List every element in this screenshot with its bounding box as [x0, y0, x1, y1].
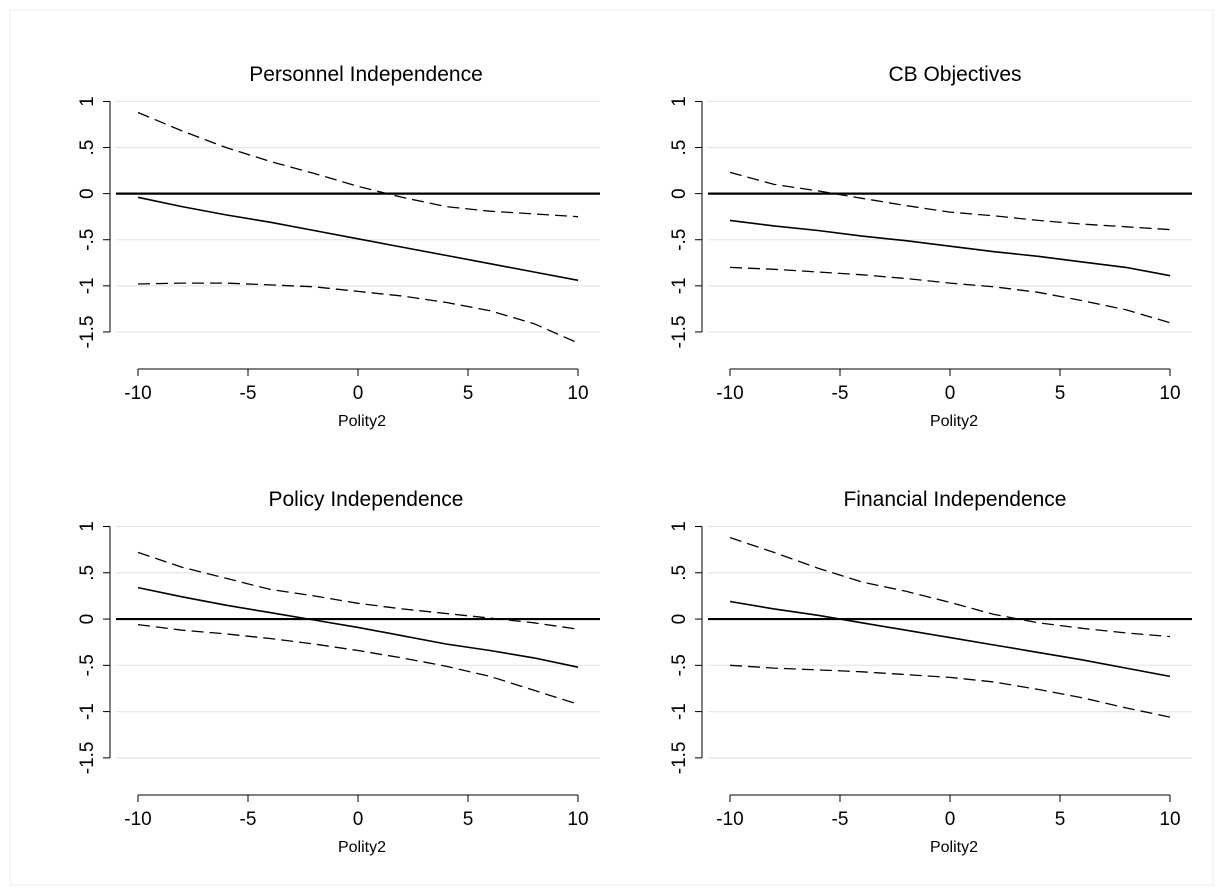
- x-tick-label: -10: [716, 383, 743, 404]
- y-tick-label: -1.5: [77, 741, 98, 774]
- panel-title: Financial Independence: [843, 488, 1066, 511]
- x-axis-label: Polity2: [930, 839, 978, 856]
- x-tick-label: -10: [124, 809, 151, 830]
- y-tick-label: -1.5: [77, 316, 98, 349]
- panel-title: CB Objectives: [888, 63, 1021, 86]
- x-tick-label: 5: [1055, 383, 1066, 404]
- estimate-line: [137, 196, 579, 282]
- panel-title: Personnel Independence: [249, 63, 483, 86]
- x-axis-label: Polity2: [930, 413, 978, 430]
- y-tick-label: -.5: [669, 654, 690, 676]
- y-tick-label: 0: [669, 188, 690, 199]
- y-tick-label: .5: [669, 140, 690, 156]
- y-tick-label: -.5: [669, 229, 690, 251]
- estimate-line: [137, 586, 579, 668]
- upper-ci-line: [137, 111, 579, 218]
- x-tick-label: -5: [832, 383, 849, 404]
- x-tick-label: 10: [1159, 383, 1180, 404]
- x-tick-label: 5: [463, 383, 474, 404]
- panel-personnel-independence: Personnel Independence Polity2 1 .5 0 -.5 -1…: [77, 63, 600, 430]
- y-tick-label: -.5: [77, 229, 98, 251]
- y-tick-label: -1.5: [669, 741, 690, 774]
- upper-ci-line: [137, 551, 579, 630]
- upper-ci-line: [729, 171, 1171, 231]
- x-tick-label: 10: [1159, 809, 1180, 830]
- x-tick-label: 0: [353, 809, 364, 830]
- y-tick-label: -1: [669, 703, 690, 720]
- upper-ci-line: [729, 536, 1171, 638]
- y-tick-label: 1: [77, 521, 98, 532]
- panel-policy-independence: Policy Independence Polity2 1 .5 0 -.5 -1 -1.…: [77, 488, 600, 856]
- y-tick-label: 0: [77, 188, 98, 199]
- lower-ci-line: [729, 664, 1171, 718]
- x-axis-label: Polity2: [338, 839, 386, 856]
- x-tick-label: -10: [124, 383, 151, 404]
- x-tick-label: 10: [567, 383, 588, 404]
- panel-financial-independence: Financial Independence Polity2 1 .5 0 -.5 -1…: [669, 488, 1192, 856]
- panel-cb-objectives: CB Objectives Polity2 1 .5 0 -.5 -1 -1.5 -10 -5…: [669, 63, 1192, 430]
- y-tick-label: .5: [77, 140, 98, 156]
- y-tick-label: -1.5: [669, 316, 690, 349]
- x-tick-label: -5: [240, 809, 257, 830]
- y-tick-label: -1: [77, 277, 98, 294]
- y-tick-label: 1: [669, 521, 690, 532]
- y-tick-label: 0: [77, 614, 98, 625]
- estimate-line: [729, 600, 1171, 678]
- lower-ci-line: [137, 282, 579, 344]
- panel-title: Policy Independence: [269, 488, 464, 511]
- x-tick-label: 5: [1055, 809, 1066, 830]
- x-tick-label: 0: [353, 383, 364, 404]
- y-tick-label: .5: [77, 565, 98, 581]
- estimate-line: [729, 219, 1171, 277]
- x-tick-label: -5: [832, 809, 849, 830]
- y-tick-label: -.5: [77, 654, 98, 676]
- y-tick-label: 0: [669, 614, 690, 625]
- figure-frame: [9, 9, 1214, 886]
- x-tick-label: 10: [567, 809, 588, 830]
- x-tick-label: -10: [716, 809, 743, 830]
- x-tick-label: 0: [945, 809, 956, 830]
- y-tick-label: 1: [77, 96, 98, 107]
- y-tick-label: .5: [669, 565, 690, 581]
- x-tick-label: 0: [945, 383, 956, 404]
- lower-ci-line: [137, 623, 579, 705]
- x-axis-label: Polity2: [338, 413, 386, 430]
- x-tick-label: -5: [240, 383, 257, 404]
- y-tick-label: -1: [669, 277, 690, 294]
- y-tick-label: -1: [77, 703, 98, 720]
- y-tick-label: 1: [669, 96, 690, 107]
- x-tick-label: 5: [463, 809, 474, 830]
- lower-ci-line: [729, 266, 1171, 324]
